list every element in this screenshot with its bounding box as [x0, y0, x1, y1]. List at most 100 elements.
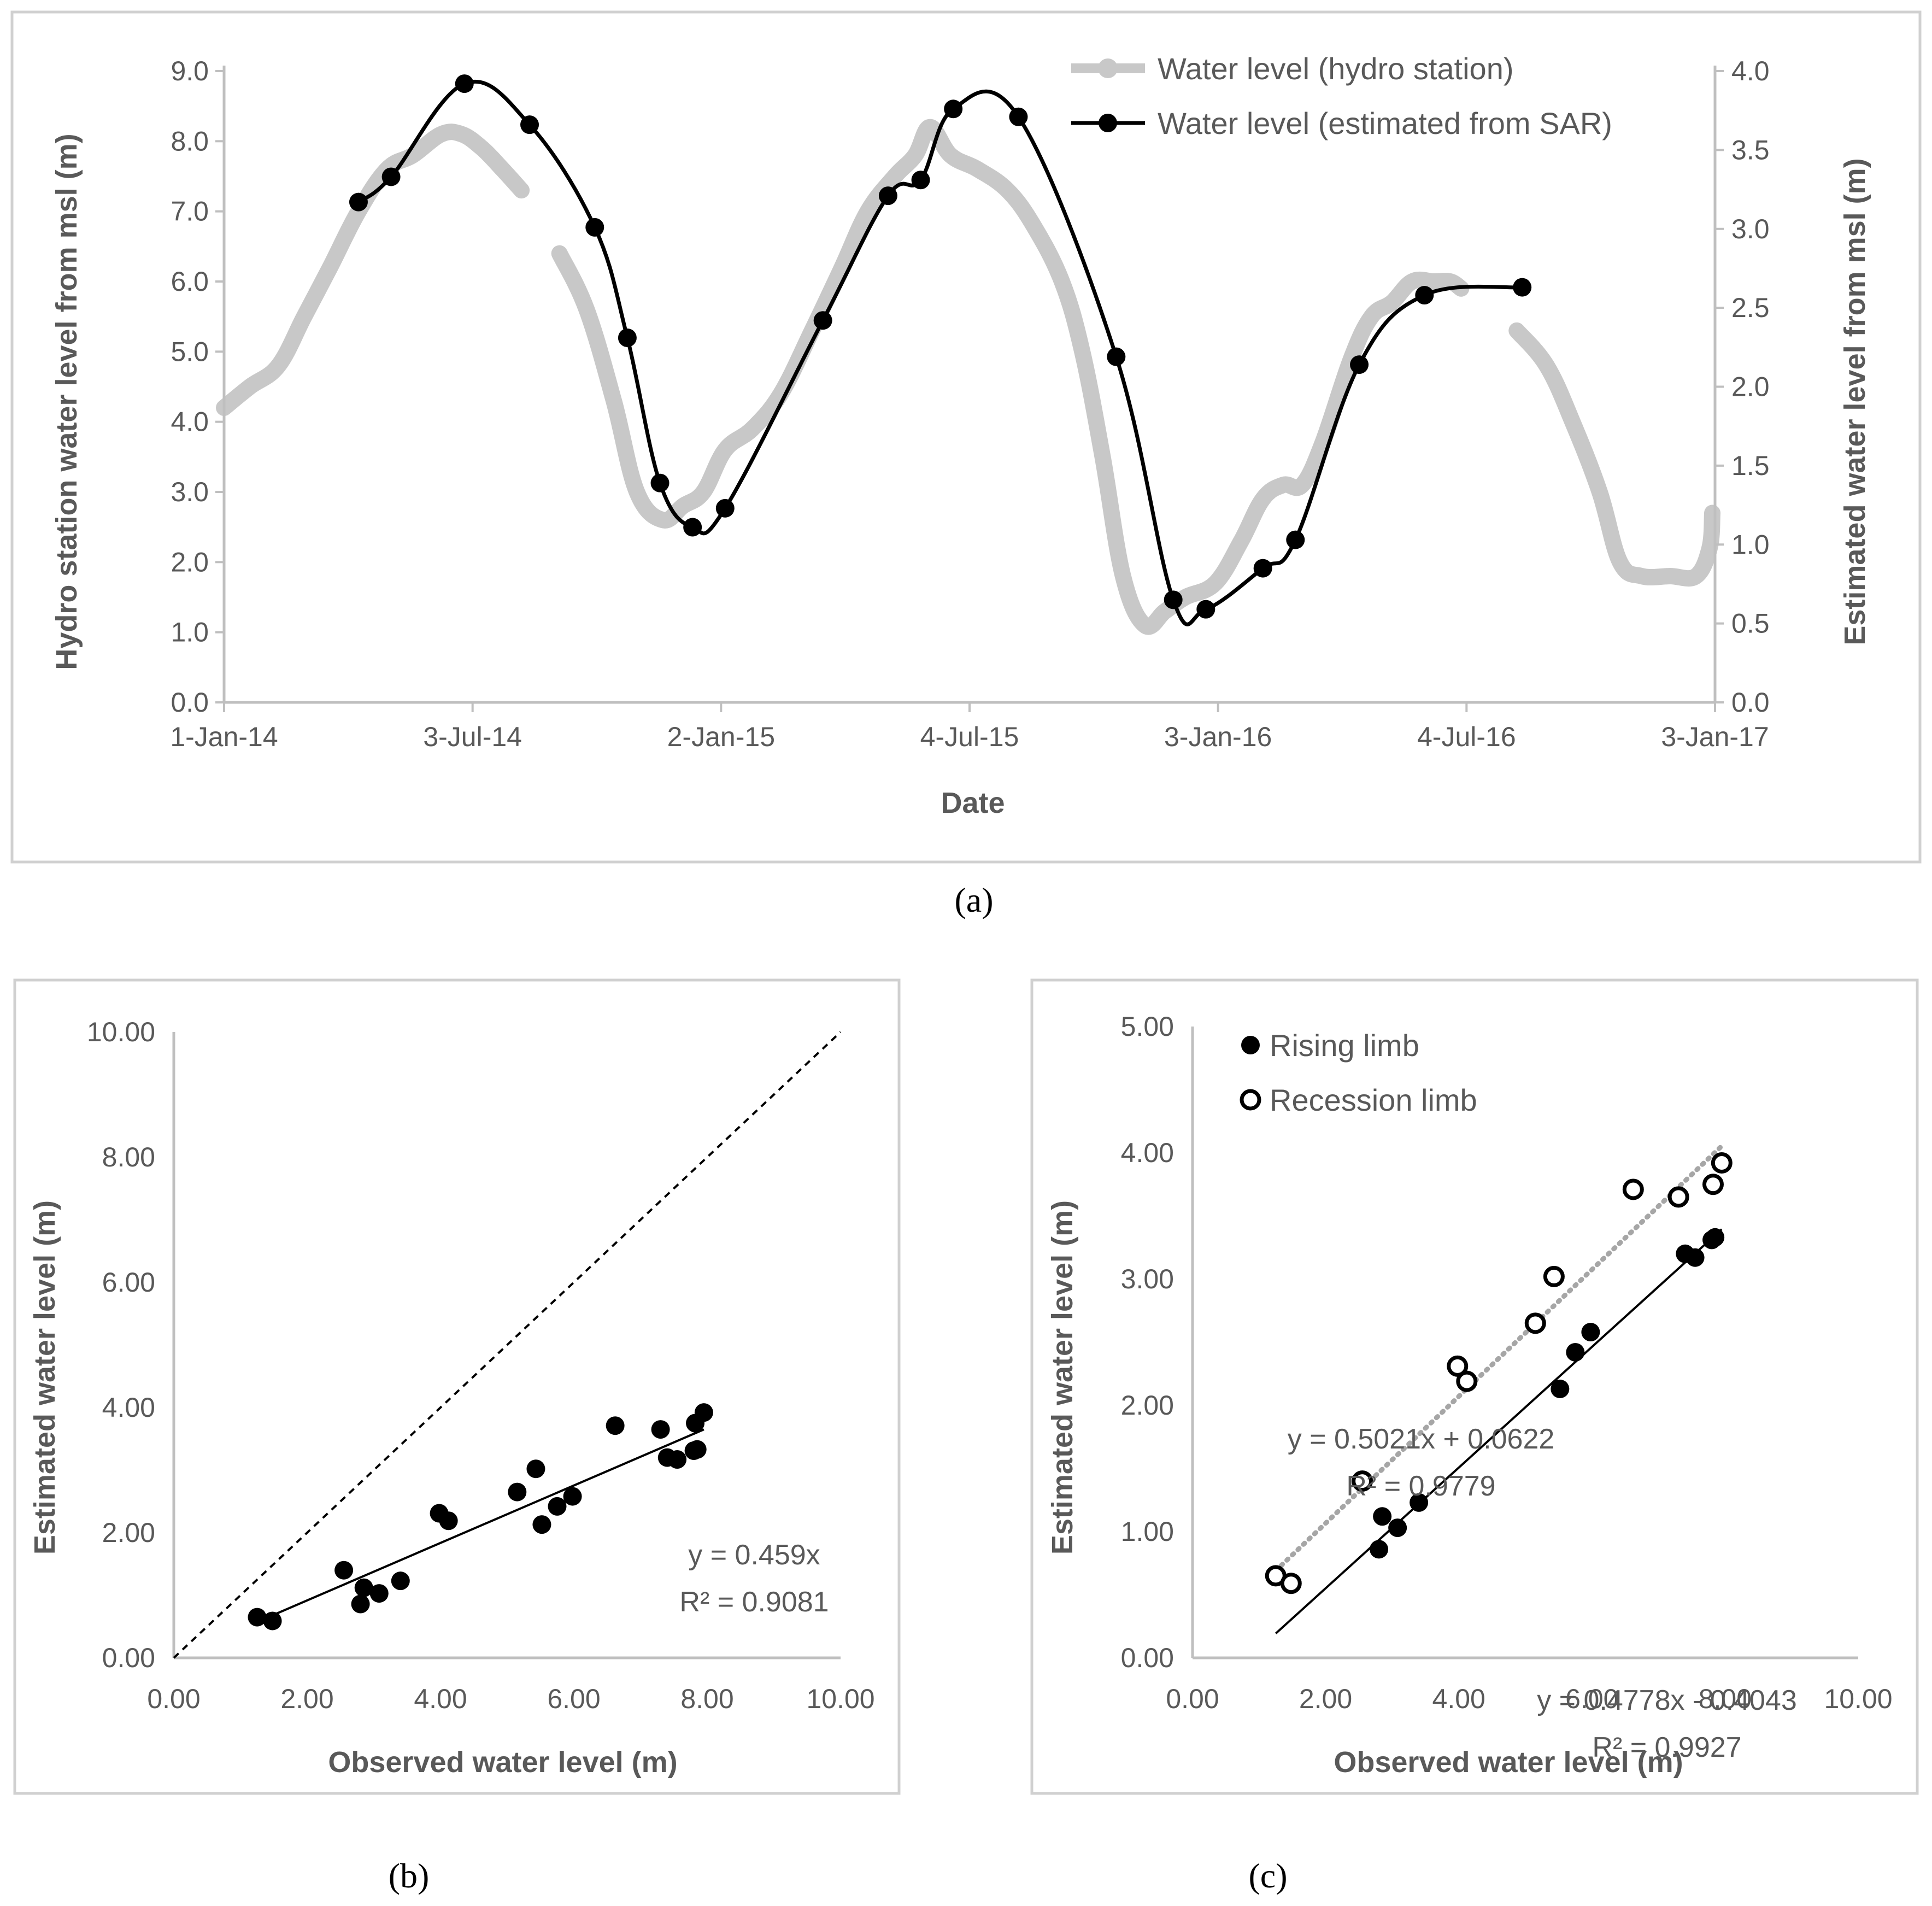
sar-point: [349, 192, 368, 212]
b-r-squared: R² = 0.9081: [679, 1586, 829, 1618]
a-left-tick-label: 1.0: [171, 617, 209, 648]
a-x-axis-label: Date: [941, 787, 1005, 819]
b-x-tick-label: 0.00: [147, 1684, 200, 1714]
sar-estimate-series: [349, 74, 1532, 626]
sar-point: [1415, 286, 1434, 305]
b-one-to-one-line: [173, 1031, 842, 1659]
a-left-tick-label: 2.0: [171, 547, 209, 577]
panel-c-frame: [1030, 978, 1919, 1795]
a-x-tick-label: 1-Jan-14: [170, 722, 278, 752]
c-rising-trendline: [1275, 1228, 1723, 1634]
legend-recession-label: Recession limb: [1270, 1083, 1477, 1117]
b-data-point: [532, 1515, 551, 1534]
sar-point: [944, 99, 963, 119]
panel-b-scatter: 0.00 2.00 4.00 6.00 8.00 10.00 0.00 2.00 4.00 6.0…: [28, 1017, 875, 1779]
sar-point: [683, 518, 702, 537]
a-left-tick-label: 0.0: [171, 687, 209, 718]
caption-c: (c): [1248, 1856, 1287, 1895]
sar-point: [1286, 530, 1305, 549]
c-x-tick-label: 4.00: [1432, 1684, 1485, 1714]
a-right-tick-label: 0.0: [1731, 687, 1770, 718]
a-right-tick-label: 1.5: [1731, 450, 1770, 481]
a-x-tick-label: 3-Jul-14: [423, 722, 522, 752]
c-x-tick-label: 10.00: [1824, 1684, 1892, 1714]
b-data-point: [351, 1594, 370, 1614]
c-recession-point: [1622, 1178, 1644, 1200]
a-x-tick-label: 4-Jul-15: [920, 722, 1019, 752]
c-recession-point: [1456, 1370, 1478, 1392]
c-rising-point: [1686, 1248, 1705, 1267]
c-y-tick-label: 1.00: [1121, 1516, 1174, 1547]
sar-point: [1164, 590, 1183, 609]
sar-point: [1350, 355, 1369, 374]
c-x-tick-label: 2.00: [1299, 1684, 1352, 1714]
a-right-tick-label: 3.5: [1731, 134, 1770, 165]
b-scatter-points: [248, 1403, 713, 1631]
sar-point: [1009, 107, 1028, 126]
hydro-line-segment: [1508, 322, 1721, 587]
c-legend: Rising limb Recession limb: [1240, 1028, 1477, 1117]
c-recession-point: [1524, 1312, 1546, 1334]
c-recession-point: [1702, 1174, 1724, 1195]
legend-recession-marker: [1240, 1089, 1261, 1111]
c-rising-point: [1370, 1540, 1389, 1559]
c-rising-point: [1410, 1493, 1429, 1512]
c-scatter-points: [1265, 1152, 1733, 1594]
b-data-point: [508, 1482, 527, 1502]
a-left-axis-label: Hydro station water level from msl (m): [50, 133, 83, 670]
b-data-point: [606, 1416, 625, 1435]
legend-sar-marker: [1099, 114, 1117, 132]
c-y-tick-label: 2.00: [1121, 1390, 1174, 1421]
c-x-tick-label: 8.00: [1699, 1684, 1752, 1714]
b-data-point: [439, 1511, 458, 1530]
c-recession-point: [1711, 1152, 1733, 1174]
a-right-tick-label: 3.0: [1731, 214, 1770, 244]
a-right-tick-label: 0.5: [1731, 608, 1770, 639]
b-x-axis-label: Observed water level (m): [328, 1746, 677, 1779]
sar-point: [618, 328, 637, 347]
b-data-point: [688, 1440, 707, 1459]
sar-point: [1107, 347, 1126, 366]
c-recession-point: [1447, 1355, 1469, 1377]
caption-a: (a): [954, 881, 993, 919]
a-left-tick-label: 9.0: [171, 56, 209, 86]
b-x-tick-label: 2.00: [280, 1684, 333, 1714]
sar-point: [715, 499, 735, 518]
c-y-tick-label: 0.00: [1121, 1643, 1174, 1673]
legend-rising-marker: [1241, 1036, 1260, 1054]
sar-point: [650, 473, 670, 492]
c-x-axis-label: Observed water level (m): [1334, 1746, 1683, 1779]
hydro-line-segment: [551, 119, 1470, 635]
sar-point: [878, 186, 897, 206]
legend-rising-label: Rising limb: [1270, 1028, 1419, 1063]
b-data-point: [248, 1608, 267, 1627]
sar-point: [1196, 600, 1215, 619]
c-y-tick-label: 5.00: [1121, 1011, 1174, 1042]
b-data-point: [651, 1420, 670, 1439]
legend-sar-label: Water level (estimated from SAR): [1158, 106, 1612, 140]
panel-a-frame: [10, 10, 1922, 864]
a-left-tick-label: 8.0: [171, 126, 209, 156]
c-x-tick-label: 0.00: [1166, 1684, 1219, 1714]
c-y-tick-label: 3.00: [1121, 1264, 1174, 1294]
b-data-point: [548, 1497, 567, 1516]
b-y-tick-label: 10.00: [87, 1017, 155, 1047]
panel-a-line-chart: 0.0 1.0 2.0 3.0 4.0 5.0 6.0 7.0 8.0 9.0 0.0 0.5 1.0 1…: [50, 51, 1871, 819]
sar-point: [381, 167, 401, 186]
b-data-point: [526, 1459, 545, 1479]
c-rising-point: [1551, 1379, 1570, 1398]
b-y-tick-label: 2.00: [102, 1517, 155, 1548]
c-rising-equation: y = 0.4778x - 0.4043: [1537, 1685, 1797, 1716]
sar-point: [455, 74, 474, 93]
c-recession-point: [1280, 1573, 1302, 1594]
a-x-tick-label: 4-Jul-16: [1417, 722, 1516, 752]
c-rising-r-squared: R² = 0.9927: [1592, 1732, 1741, 1763]
panel-b-frame: [13, 978, 901, 1795]
a-right-tick-label: 2.0: [1731, 372, 1770, 402]
b-x-tick-label: 8.00: [680, 1684, 733, 1714]
b-data-point: [334, 1561, 354, 1580]
sar-point: [1253, 559, 1272, 578]
a-x-tick-label: 2-Jan-15: [667, 722, 775, 752]
c-recession-trendline: [1273, 1143, 1724, 1574]
c-rising-point: [1566, 1342, 1585, 1362]
